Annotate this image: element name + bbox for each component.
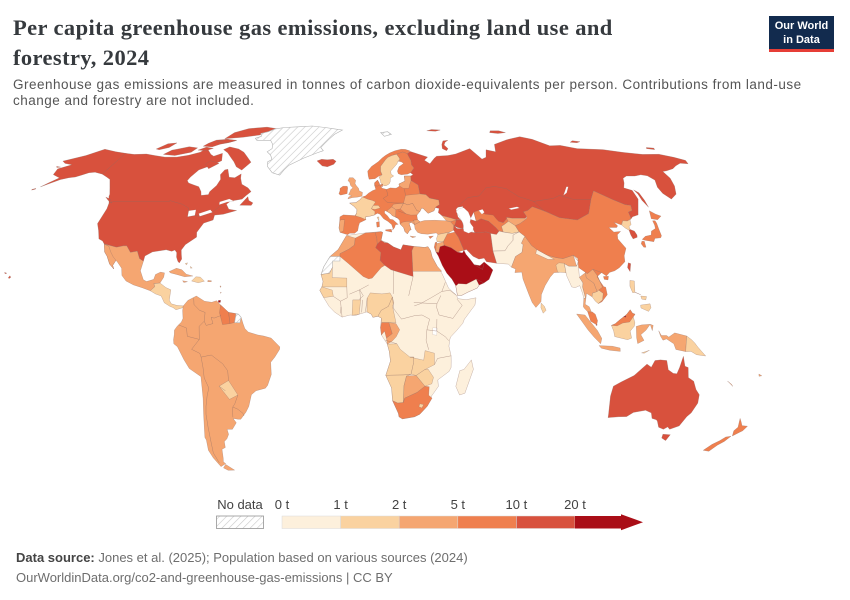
svg-text:20 t: 20 t xyxy=(564,497,586,512)
svg-text:2 t: 2 t xyxy=(392,497,407,512)
svg-text:0 t: 0 t xyxy=(275,497,290,512)
svg-text:1 t: 1 t xyxy=(333,497,348,512)
svg-text:5 t: 5 t xyxy=(451,497,466,512)
svg-text:10 t: 10 t xyxy=(506,497,528,512)
svg-text:No data: No data xyxy=(217,497,263,512)
